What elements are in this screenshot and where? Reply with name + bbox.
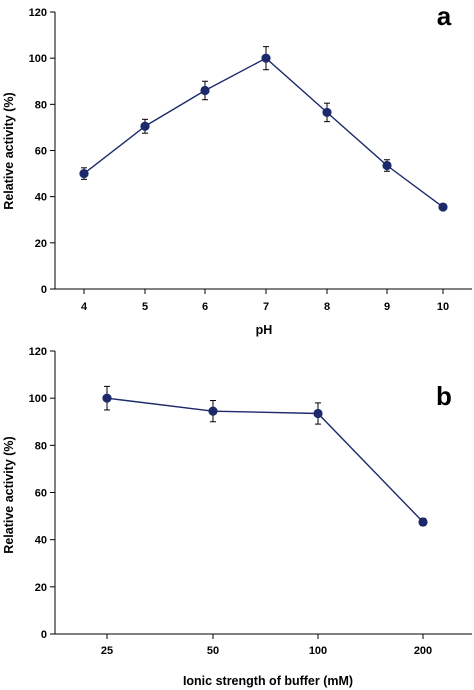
panel-a-data-point [322, 107, 332, 118]
panel-a-y-tick-label: 80 [35, 99, 47, 111]
panel-a-letter: a [437, 1, 452, 31]
panel-b-y-axis-title: Relative activity (%) [2, 436, 16, 553]
panel-a-x-axis-title: pH [256, 323, 273, 337]
panel-a-series-line [83, 57, 444, 208]
panel-a-y-ticks: 0 20 40 60 80 100 120 [29, 7, 55, 296]
panel-a-x-tick-label: 5 [142, 301, 148, 313]
panel-a-y-tick-label: 120 [29, 7, 47, 19]
panel-b-data-point [208, 406, 218, 416]
panel-b-data-point [313, 408, 323, 419]
panel-b-y-tick-label: 120 [29, 346, 47, 358]
panel-b-x-axis-title: Ionic strength of buffer (mM) [183, 674, 353, 688]
panel-a: a Relative activity (%) pH 0 20 40 60 80 100 1… [2, 1, 472, 337]
panel-a-y-axis-title: Relative activity (%) [2, 92, 16, 209]
panel-b-y-tick-label: 100 [29, 393, 47, 405]
panel-b-x-tick-label: 25 [101, 645, 113, 657]
panel-a-x-tick-label: 6 [202, 301, 208, 313]
panel-b-x-tick-label: 200 [414, 645, 432, 657]
panel-b-x-tick-label: 100 [309, 645, 327, 657]
panel-b-data-point [102, 393, 112, 403]
panel-a-y-tick-label: 20 [35, 238, 47, 250]
panel-b-letter: b [436, 381, 452, 411]
panel-a-y-tick-label: 100 [29, 53, 47, 65]
panel-a-data-point [261, 53, 271, 63]
panel-a-x-tick-label: 4 [81, 301, 88, 313]
panel-a-data-point [79, 168, 89, 179]
panel-b-data-point [418, 517, 428, 527]
panel-b-y-tick-label: 80 [35, 440, 47, 452]
panel-b-series-line [106, 397, 424, 523]
panel-a-data-point [200, 85, 210, 96]
panel-b: b Relative activity (%) Ionic strength o… [2, 346, 472, 688]
panel-b-x-tick-label: 50 [207, 645, 219, 657]
panel-b-y-ticks: 0 20 40 60 80 100 120 [29, 346, 55, 641]
panel-a-data-point [438, 202, 448, 212]
panel-a-x-tick-label: 7 [263, 301, 269, 313]
panel-a-x-tick-label: 8 [324, 301, 330, 313]
panel-a-y-tick-label: 60 [35, 146, 47, 158]
panel-b-x-ticks: 25 50 100 200 [101, 634, 432, 657]
panel-a-x-ticks: 4 5 6 7 8 9 10 [81, 289, 449, 313]
panel-a-series [79, 46, 448, 212]
panel-b-y-tick-label: 60 [35, 488, 47, 500]
panel-b-y-tick-label: 40 [35, 535, 47, 547]
panel-a-y-tick-label: 0 [41, 284, 47, 296]
panel-a-x-tick-label: 10 [437, 301, 449, 313]
panel-b-y-tick-label: 0 [41, 629, 47, 641]
panel-b-y-tick-label: 20 [35, 582, 47, 594]
panel-a-data-point [140, 121, 150, 131]
panel-a-y-tick-label: 40 [35, 192, 47, 204]
panel-a-data-point [382, 160, 392, 171]
panel-b-series [102, 385, 428, 527]
panel-a-x-tick-label: 9 [384, 301, 390, 313]
